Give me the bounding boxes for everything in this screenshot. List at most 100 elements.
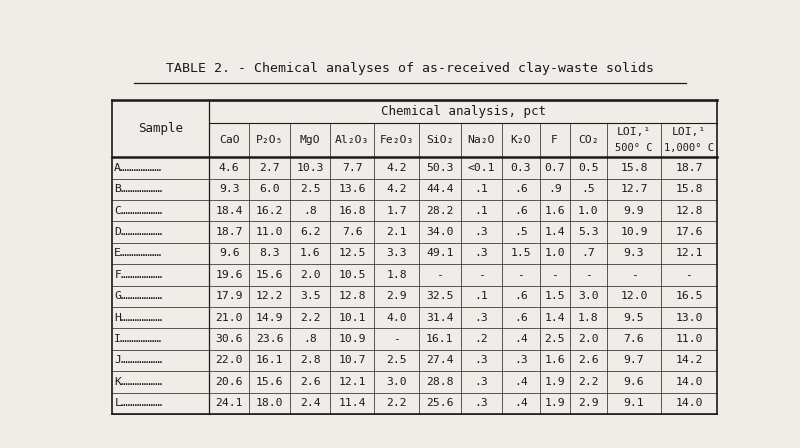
Text: 1.4: 1.4 (544, 227, 565, 237)
Text: .6: .6 (514, 313, 528, 323)
Text: 31.4: 31.4 (426, 313, 454, 323)
Text: 30.6: 30.6 (215, 334, 243, 344)
Text: 34.0: 34.0 (426, 227, 454, 237)
Text: 2.9: 2.9 (578, 398, 598, 408)
Text: .3: .3 (474, 313, 488, 323)
Text: 10.7: 10.7 (338, 355, 366, 366)
Text: 9.3: 9.3 (218, 184, 239, 194)
Text: 12.7: 12.7 (620, 184, 648, 194)
Text: 9.6: 9.6 (624, 377, 644, 387)
Text: 2.5: 2.5 (386, 355, 407, 366)
Text: 12.1: 12.1 (338, 377, 366, 387)
Text: 2.7: 2.7 (259, 163, 280, 173)
Text: LOI,¹: LOI,¹ (672, 127, 706, 137)
Text: Al₂O₃: Al₂O₃ (335, 135, 370, 145)
Text: .3: .3 (474, 355, 488, 366)
Text: CO₂: CO₂ (578, 135, 598, 145)
Text: -: - (394, 334, 400, 344)
Text: 1.7: 1.7 (386, 206, 407, 216)
Text: .1: .1 (474, 291, 488, 301)
Text: 9.3: 9.3 (624, 249, 644, 258)
Text: 1.6: 1.6 (544, 355, 565, 366)
Text: 0.7: 0.7 (544, 163, 565, 173)
Text: 2.2: 2.2 (386, 398, 407, 408)
Text: 44.4: 44.4 (426, 184, 454, 194)
Text: 1.0: 1.0 (544, 249, 565, 258)
Text: 18.7: 18.7 (675, 163, 702, 173)
Text: 10.9: 10.9 (338, 334, 366, 344)
Text: 4.2: 4.2 (386, 163, 407, 173)
Text: 6.0: 6.0 (259, 184, 280, 194)
Text: 1.5: 1.5 (510, 249, 531, 258)
Text: 1.8: 1.8 (386, 270, 407, 280)
Text: H………………: H……………… (114, 313, 162, 323)
Text: 10.3: 10.3 (297, 163, 324, 173)
Text: 9.6: 9.6 (218, 249, 239, 258)
Text: 10.1: 10.1 (338, 313, 366, 323)
Text: 2.6: 2.6 (578, 355, 598, 366)
Text: 10.9: 10.9 (620, 227, 648, 237)
Text: 11.4: 11.4 (338, 398, 366, 408)
Text: SiO₂: SiO₂ (426, 135, 454, 145)
Text: J………………: J……………… (114, 355, 162, 366)
Text: .1: .1 (474, 206, 488, 216)
Text: L………………: L……………… (114, 398, 162, 408)
Text: 23.6: 23.6 (256, 334, 283, 344)
Text: .7: .7 (582, 249, 595, 258)
Text: 1.6: 1.6 (544, 206, 565, 216)
Text: .5: .5 (582, 184, 595, 194)
Text: 10.5: 10.5 (338, 270, 366, 280)
Text: 17.9: 17.9 (215, 291, 243, 301)
Text: 9.9: 9.9 (624, 206, 644, 216)
Text: .4: .4 (514, 377, 528, 387)
Text: 14.0: 14.0 (675, 377, 702, 387)
Text: 27.4: 27.4 (426, 355, 454, 366)
Text: -: - (436, 270, 443, 280)
Text: B………………: B……………… (114, 184, 162, 194)
Text: 15.6: 15.6 (256, 270, 283, 280)
Text: 16.2: 16.2 (256, 206, 283, 216)
Text: F………………: F……………… (114, 270, 162, 280)
Text: 2.4: 2.4 (300, 398, 321, 408)
Text: .6: .6 (514, 291, 528, 301)
Text: 11.0: 11.0 (256, 227, 283, 237)
Text: 15.8: 15.8 (620, 163, 648, 173)
Text: 8.3: 8.3 (259, 249, 280, 258)
Text: 7.6: 7.6 (342, 227, 362, 237)
Text: 12.0: 12.0 (620, 291, 648, 301)
Text: 24.1: 24.1 (215, 398, 243, 408)
Text: 2.0: 2.0 (578, 334, 598, 344)
Text: 3.5: 3.5 (300, 291, 321, 301)
Text: A………………: A……………… (114, 163, 162, 173)
Text: 16.1: 16.1 (256, 355, 283, 366)
Text: .2: .2 (474, 334, 488, 344)
Text: 3.0: 3.0 (386, 377, 407, 387)
Text: 16.8: 16.8 (338, 206, 366, 216)
Text: .8: .8 (303, 206, 317, 216)
Text: D………………: D……………… (114, 227, 162, 237)
Text: 49.1: 49.1 (426, 249, 454, 258)
Text: 9.1: 9.1 (624, 398, 644, 408)
Text: 500° C: 500° C (615, 143, 653, 153)
Text: -: - (551, 270, 558, 280)
Text: -: - (518, 270, 524, 280)
Text: 14.2: 14.2 (675, 355, 702, 366)
Text: .3: .3 (474, 249, 488, 258)
Text: 25.6: 25.6 (426, 398, 454, 408)
Text: .4: .4 (514, 334, 528, 344)
Text: 3.3: 3.3 (386, 249, 407, 258)
Text: 4.6: 4.6 (218, 163, 239, 173)
Text: .6: .6 (514, 184, 528, 194)
Text: .3: .3 (474, 398, 488, 408)
Text: K₂O: K₂O (510, 135, 531, 145)
Text: 1,000° C: 1,000° C (664, 143, 714, 153)
Text: CaO: CaO (218, 135, 239, 145)
Text: 1.0: 1.0 (578, 206, 598, 216)
Text: 2.8: 2.8 (300, 355, 321, 366)
Text: 0.3: 0.3 (510, 163, 531, 173)
Text: F: F (551, 135, 558, 145)
Text: 13.0: 13.0 (675, 313, 702, 323)
Text: 2.5: 2.5 (300, 184, 321, 194)
Text: 12.2: 12.2 (256, 291, 283, 301)
Text: 1.8: 1.8 (578, 313, 598, 323)
